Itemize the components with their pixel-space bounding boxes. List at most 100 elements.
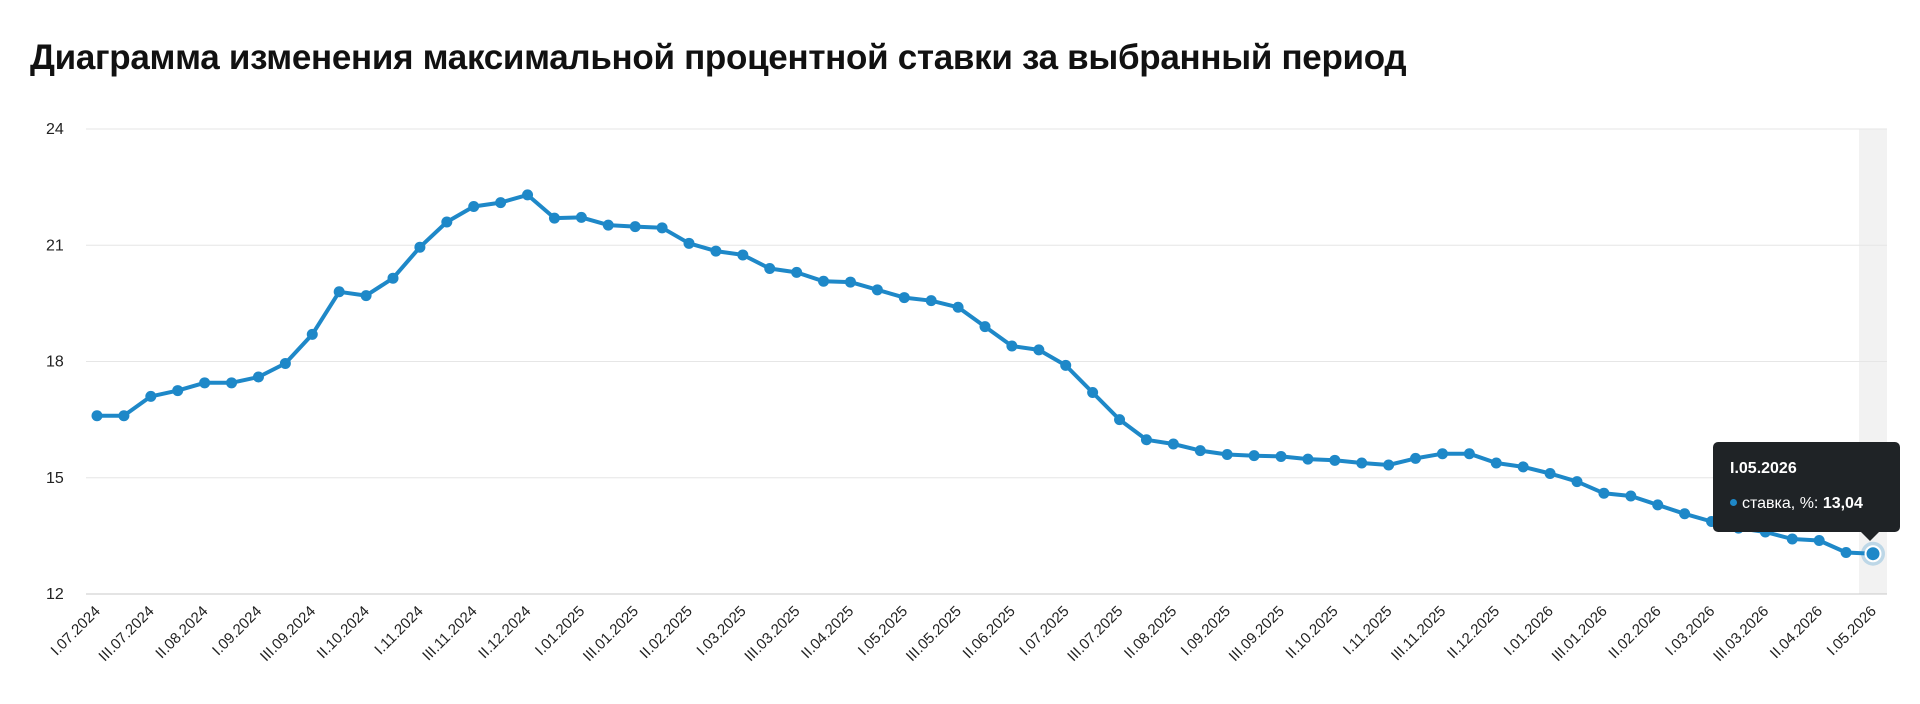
data-point[interactable]: [118, 410, 130, 422]
x-tick-label: I.01.2025: [532, 603, 588, 659]
data-point[interactable]: [1786, 533, 1798, 545]
data-point[interactable]: [871, 284, 883, 296]
y-tick-label: 21: [46, 237, 64, 254]
data-point[interactable]: [844, 276, 856, 288]
data-point[interactable]: [252, 371, 264, 383]
x-tick-label: I.09.2024: [209, 603, 265, 659]
data-point[interactable]: [1194, 445, 1206, 457]
data-points[interactable]: [91, 189, 1886, 566]
data-point[interactable]: [952, 301, 964, 313]
data-point[interactable]: [1544, 467, 1556, 479]
x-tick-label: I.05.2026: [1824, 603, 1880, 659]
data-point[interactable]: [1275, 450, 1287, 462]
x-tick-label: II.10.2025: [1282, 603, 1341, 662]
data-point[interactable]: [1490, 457, 1502, 469]
data-point[interactable]: [1652, 499, 1664, 511]
data-point[interactable]: [1840, 547, 1852, 559]
data-point[interactable]: [360, 290, 372, 302]
data-point[interactable]: [495, 197, 507, 209]
data-point[interactable]: [1463, 448, 1475, 460]
data-point[interactable]: [1248, 450, 1260, 462]
x-tick-label: II.08.2025: [1121, 603, 1180, 662]
data-point[interactable]: [441, 216, 453, 228]
data-point[interactable]: [1410, 452, 1422, 464]
x-axis: I.07.2024III.07.2024II.08.2024I.09.2024I…: [48, 603, 1880, 665]
data-point[interactable]: [1033, 344, 1045, 356]
x-tick-label: III.11.2025: [1388, 603, 1449, 664]
series-line: [97, 192, 1874, 556]
data-point[interactable]: [1625, 490, 1637, 502]
data-point[interactable]: [1221, 449, 1233, 460]
x-tick-label: III.09.2025: [1226, 603, 1288, 665]
data-point[interactable]: [1329, 454, 1341, 466]
data-point[interactable]: [1356, 457, 1368, 469]
x-tick-label: I.03.2025: [693, 603, 749, 659]
data-point[interactable]: [1383, 459, 1395, 471]
data-point[interactable]: [710, 245, 722, 257]
x-tick-label: II.12.2024: [475, 603, 534, 662]
data-point[interactable]: [1087, 387, 1099, 398]
data-point[interactable]: [602, 219, 614, 231]
data-point[interactable]: [91, 410, 103, 422]
x-tick-label: I.01.2026: [1501, 603, 1557, 659]
x-tick-label: I.11.2024: [371, 603, 426, 658]
x-tick-label: II.10.2024: [314, 603, 373, 662]
data-point[interactable]: [818, 275, 830, 287]
data-point[interactable]: [1060, 359, 1072, 371]
data-point-highlighted[interactable]: [1864, 545, 1882, 563]
data-point[interactable]: [1114, 414, 1126, 426]
x-tick-label: I.03.2026: [1662, 603, 1718, 659]
x-tick-label: III.09.2024: [257, 603, 319, 665]
x-tick-label: III.07.2025: [1064, 603, 1126, 665]
data-point[interactable]: [1140, 434, 1152, 446]
data-point[interactable]: [1436, 448, 1448, 460]
data-point[interactable]: [1517, 461, 1529, 473]
data-point[interactable]: [629, 221, 641, 233]
x-tick-label: II.02.2025: [637, 603, 696, 662]
x-tick-label: III.05.2025: [903, 603, 965, 665]
data-point[interactable]: [1813, 535, 1825, 547]
x-tick-label: I.11.2025: [1340, 603, 1395, 658]
data-point[interactable]: [387, 272, 399, 284]
data-point[interactable]: [764, 263, 776, 274]
y-axis: 12 15 18 21 24: [46, 121, 64, 603]
data-point[interactable]: [1167, 438, 1179, 450]
tooltip-value: 13,04: [1822, 495, 1863, 512]
data-point[interactable]: [468, 201, 480, 212]
data-point[interactable]: [575, 211, 587, 223]
x-tick-label: III.01.2026: [1549, 603, 1611, 665]
data-point[interactable]: [279, 357, 291, 369]
y-tick-label: 15: [46, 470, 64, 487]
data-point[interactable]: [306, 328, 318, 340]
x-tick-label: II.02.2026: [1605, 603, 1664, 662]
data-point[interactable]: [1598, 487, 1610, 499]
data-point[interactable]: [791, 266, 803, 278]
data-point[interactable]: [414, 241, 426, 253]
data-point[interactable]: [1006, 340, 1018, 352]
data-point[interactable]: [548, 212, 560, 224]
data-point[interactable]: [898, 292, 910, 304]
data-point[interactable]: [737, 249, 749, 261]
x-tick-label: II.08.2024: [152, 603, 211, 662]
y-tick-label: 24: [46, 121, 64, 138]
data-point[interactable]: [656, 222, 668, 234]
data-point[interactable]: [226, 377, 238, 389]
data-point[interactable]: [1679, 508, 1691, 520]
data-point[interactable]: [683, 237, 695, 249]
data-point[interactable]: [925, 295, 937, 307]
data-point[interactable]: [1571, 476, 1583, 488]
data-point[interactable]: [979, 321, 991, 333]
data-point[interactable]: [145, 390, 157, 402]
x-tick-label: I.09.2025: [1178, 603, 1234, 659]
data-point[interactable]: [522, 189, 534, 201]
x-tick-label: III.11.2024: [419, 603, 480, 664]
data-point[interactable]: [333, 286, 345, 298]
grid-lines: [86, 128, 1887, 595]
x-tick-label: I.07.2025: [1016, 603, 1072, 659]
data-point[interactable]: [1302, 453, 1314, 465]
x-tick-label: II.04.2025: [798, 603, 857, 662]
tooltip-row: ставка, %: 13,04: [1730, 495, 1883, 513]
data-point[interactable]: [172, 385, 184, 397]
data-point[interactable]: [199, 377, 211, 389]
